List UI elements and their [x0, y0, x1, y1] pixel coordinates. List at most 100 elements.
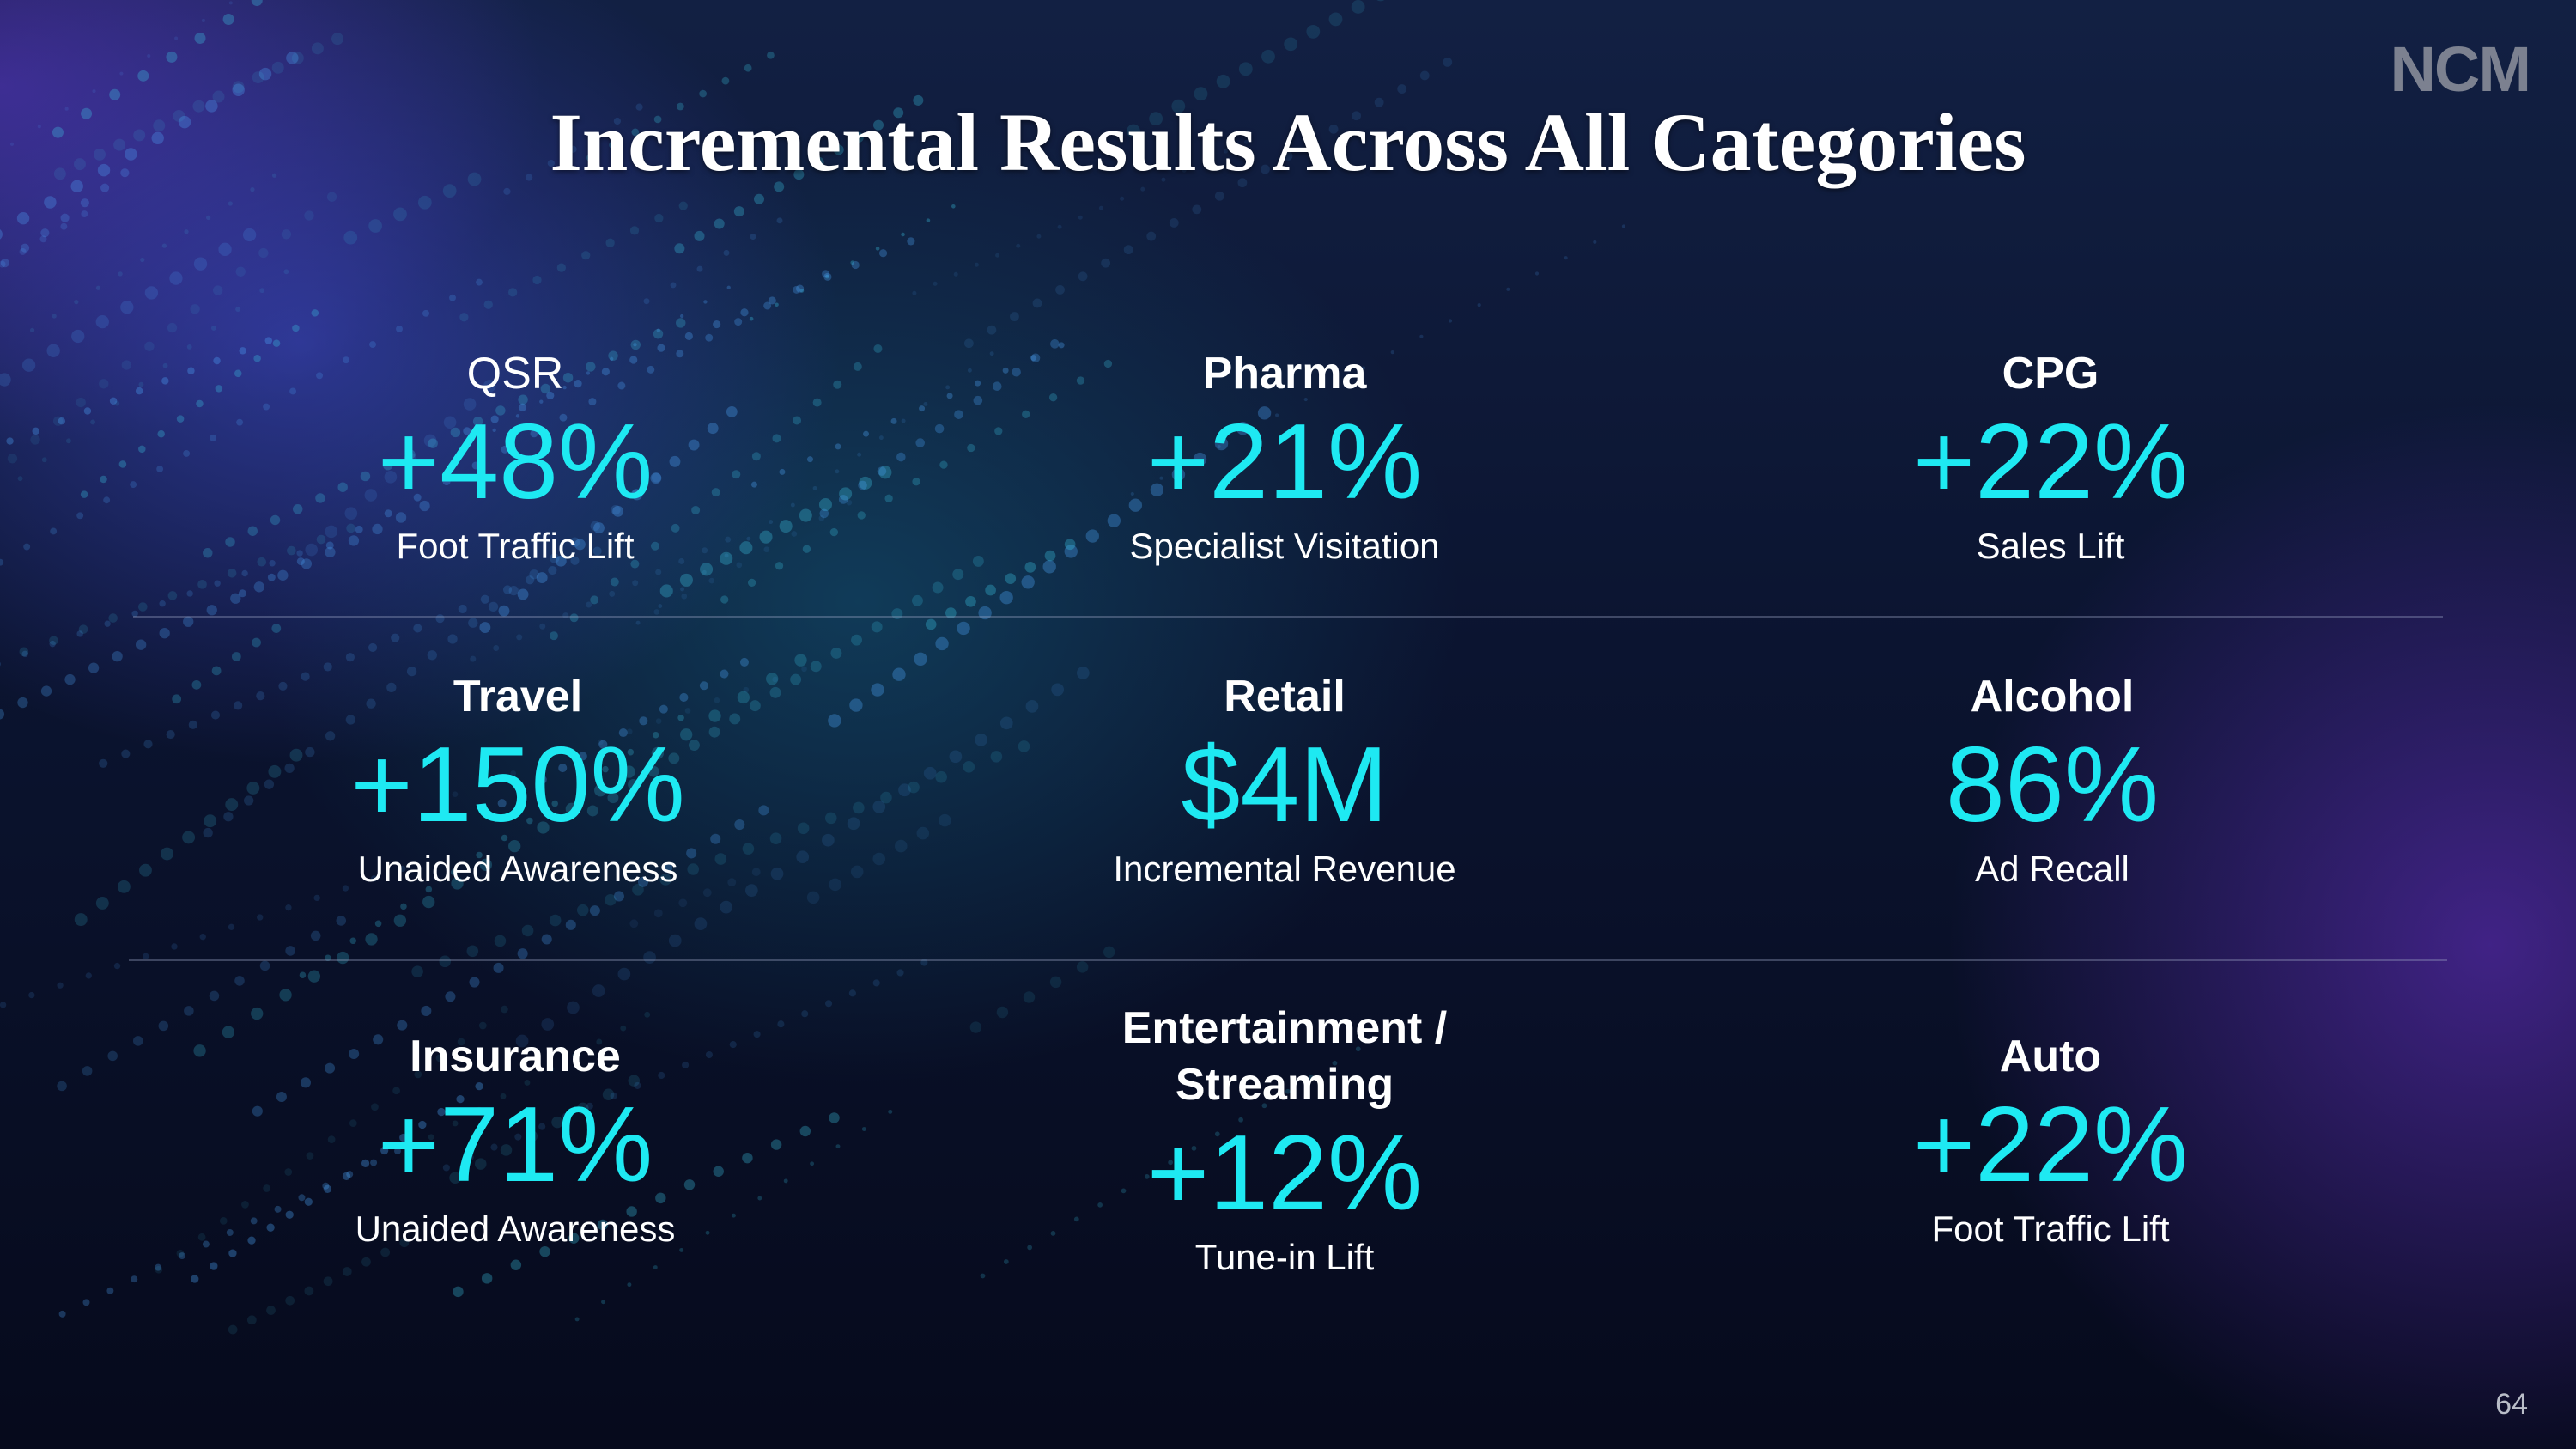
category-label: Travel	[453, 672, 583, 721]
background-dot	[702, 547, 708, 554]
background-dot	[670, 282, 677, 289]
background-dot	[253, 581, 264, 593]
background-dot	[291, 52, 304, 64]
background-dot	[521, 924, 534, 937]
background-dot	[890, 417, 897, 424]
background-dot	[500, 1144, 513, 1156]
background-dot	[215, 385, 223, 393]
background-dot	[914, 652, 927, 666]
background-dot	[384, 509, 392, 518]
background-dot	[99, 758, 108, 768]
background-dot	[985, 584, 996, 596]
background-dot	[818, 497, 832, 512]
background-dot	[1064, 539, 1076, 551]
background-dot	[763, 301, 772, 310]
category-label: Pharma	[1202, 349, 1367, 399]
background-dot	[1202, 158, 1207, 163]
background-dot	[471, 461, 480, 470]
background-dot	[705, 333, 714, 342]
background-dot	[1261, 1103, 1267, 1109]
background-dot	[234, 369, 242, 378]
background-dot	[516, 634, 523, 641]
background-dot	[1073, 1216, 1079, 1222]
background-dot	[396, 326, 403, 332]
background-dot	[117, 880, 131, 893]
background-dot	[669, 455, 681, 467]
background-dot	[678, 201, 688, 210]
background-dot	[518, 394, 528, 405]
background-dot	[915, 438, 926, 447]
background-dot	[597, 1219, 609, 1231]
background-dot	[923, 401, 928, 406]
category-label: CPG	[2002, 349, 2099, 399]
background-dot	[678, 898, 688, 908]
background-dot	[932, 581, 944, 594]
background-dot	[643, 298, 650, 305]
background-dot	[289, 748, 303, 762]
background-dot	[19, 647, 29, 657]
background-dot	[857, 511, 866, 520]
background-dot	[435, 1054, 444, 1062]
background-dot	[428, 438, 438, 448]
background-dot	[720, 551, 733, 565]
background-dot	[174, 36, 179, 40]
background-dot	[184, 1006, 194, 1016]
background-dot	[951, 204, 956, 209]
metric-value: 86%	[1945, 726, 2160, 844]
background-dot	[751, 868, 761, 877]
background-dot	[466, 945, 479, 958]
background-dot	[70, 180, 83, 193]
background-dot	[1261, 49, 1275, 64]
background-dot	[140, 257, 145, 263]
background-dot	[540, 383, 551, 394]
ncm-logo: NCM	[2390, 33, 2531, 105]
background-dot	[76, 630, 83, 637]
background-dot	[737, 691, 750, 704]
background-dot	[371, 1103, 379, 1111]
background-dot	[104, 620, 111, 627]
background-dot	[1055, 284, 1065, 295]
background-dot	[475, 1081, 483, 1091]
background-dot	[699, 89, 707, 98]
background-dot	[360, 471, 371, 482]
background-dot	[241, 1201, 249, 1209]
background-dot	[133, 129, 146, 142]
background-dot	[203, 827, 213, 838]
background-dot	[368, 219, 382, 233]
background-dot	[186, 344, 192, 350]
background-dot	[1159, 476, 1163, 480]
background-dot	[548, 1066, 555, 1073]
background-dot	[684, 708, 691, 714]
background-dot	[770, 867, 784, 880]
background-dot	[830, 648, 842, 659]
background-dot	[851, 260, 860, 270]
background-dot	[393, 207, 407, 222]
background-dot	[463, 398, 477, 411]
background-dot	[463, 427, 471, 435]
background-dot	[676, 318, 686, 328]
background-dot	[263, 1184, 270, 1192]
background-dot	[65, 438, 71, 444]
background-dot	[113, 962, 121, 970]
background-dot	[1076, 667, 1090, 679]
background-dot	[688, 439, 700, 451]
background-dot	[246, 782, 260, 795]
background-dot	[590, 595, 599, 605]
background-dot	[713, 1166, 724, 1177]
background-dot	[538, 1123, 546, 1130]
background-dot	[783, 1178, 788, 1184]
background-dot	[727, 878, 737, 887]
background-dot	[197, 1233, 206, 1241]
background-dot	[247, 1236, 256, 1245]
background-dot	[83, 407, 92, 415]
background-dot	[475, 1158, 487, 1170]
background-dot	[551, 1116, 563, 1129]
background-dot	[628, 778, 640, 790]
background-dot	[235, 307, 240, 313]
metric-description: Foot Traffic Lift	[1931, 1209, 2170, 1249]
background-dot	[322, 1182, 330, 1190]
row-divider-1	[133, 616, 2443, 618]
background-dot	[790, 502, 795, 508]
background-dot	[404, 452, 417, 466]
